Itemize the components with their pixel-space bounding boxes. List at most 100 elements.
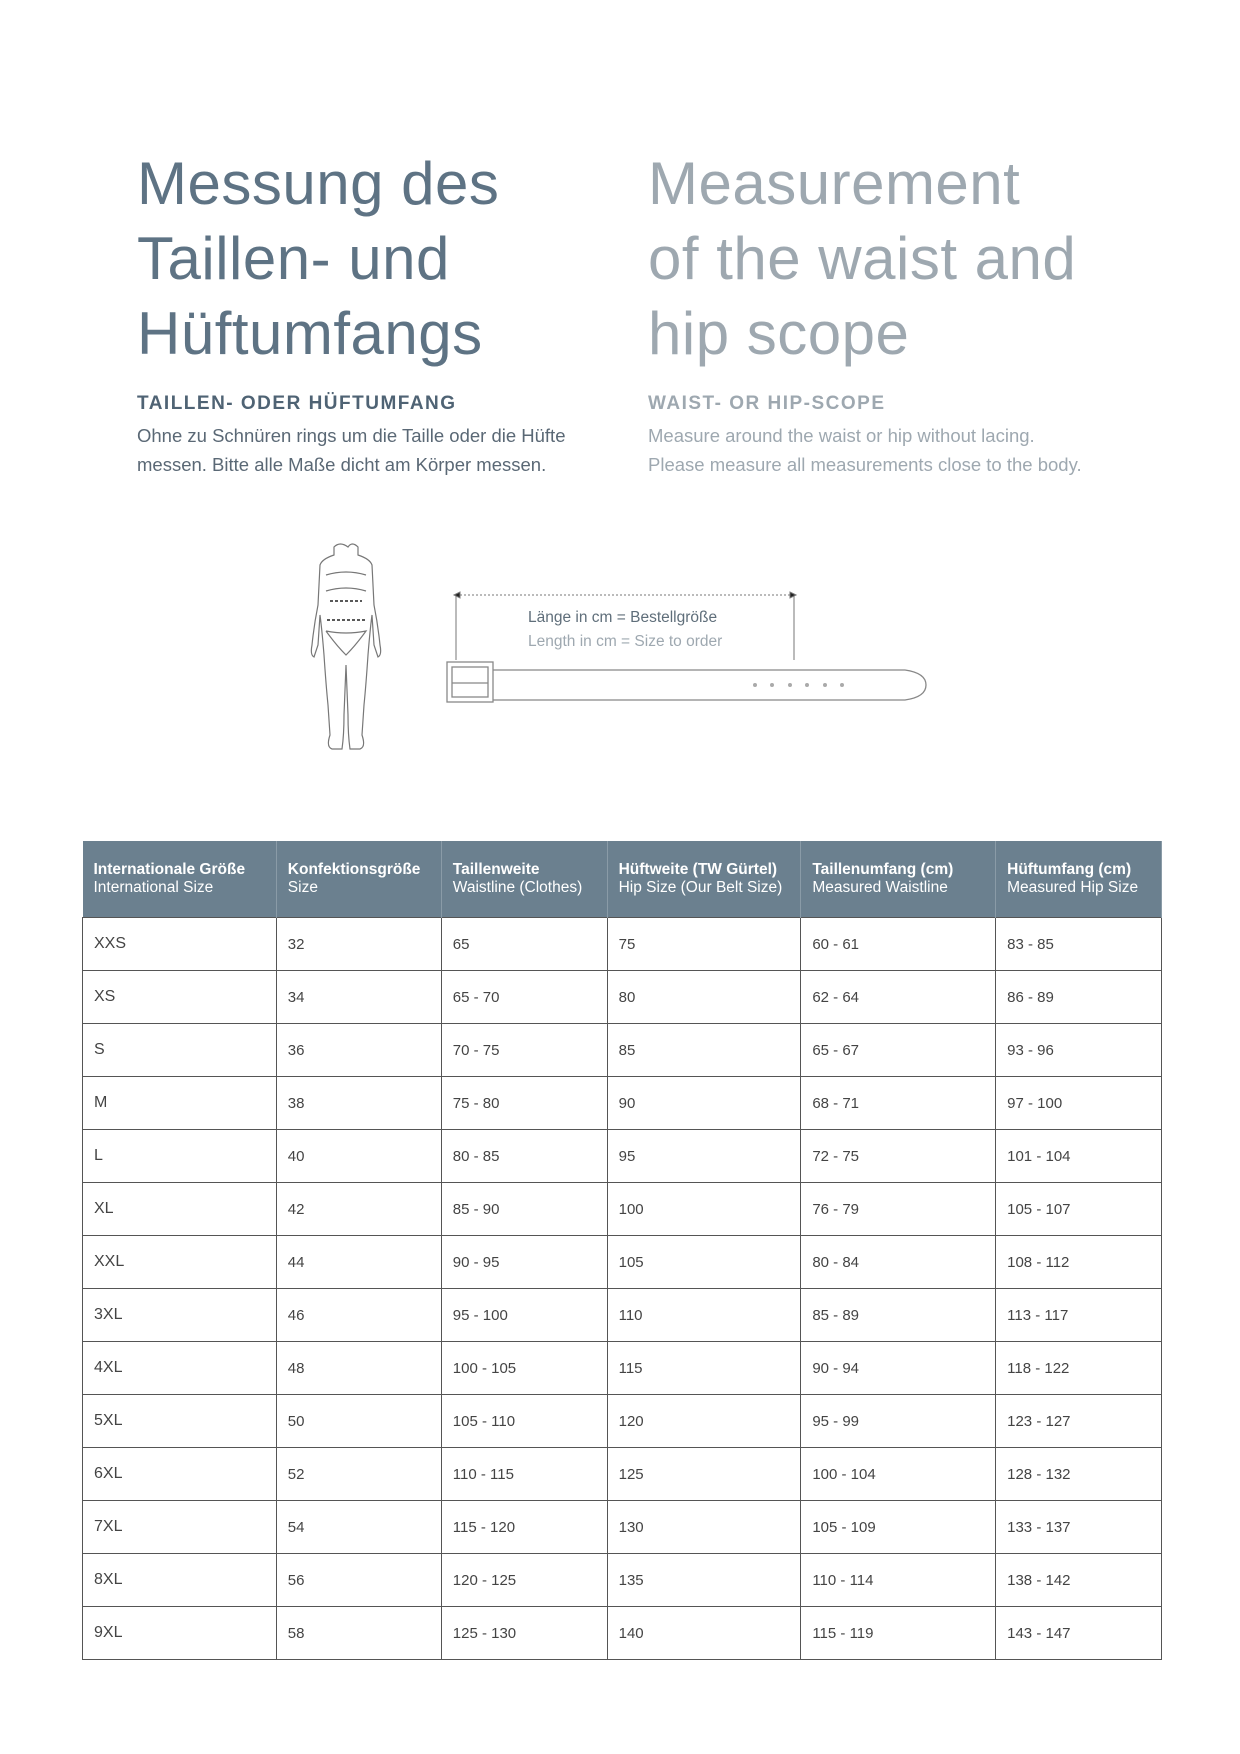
table-cell: 58 bbox=[275, 1606, 442, 1660]
table-cell: XXS bbox=[82, 917, 277, 971]
table-cell: 56 bbox=[275, 1553, 442, 1607]
title-line: Messung des bbox=[137, 150, 500, 217]
title-line: of the waist and bbox=[648, 225, 1077, 292]
table-cell: 80 bbox=[606, 970, 802, 1024]
german-subheading: TAILLEN- ODER HÜFTUMFANG bbox=[137, 393, 457, 414]
header-en: Hip Size (Our Belt Size) bbox=[618, 879, 783, 896]
table-cell: 133 - 137 bbox=[995, 1500, 1162, 1554]
table-cell: 113 - 117 bbox=[995, 1288, 1162, 1342]
table-cell: 7XL bbox=[82, 1500, 277, 1554]
table-cell: 118 - 122 bbox=[995, 1341, 1162, 1395]
table-cell: M bbox=[82, 1076, 277, 1130]
body-figure-icon bbox=[310, 543, 382, 750]
table-cell: 85 - 89 bbox=[800, 1288, 997, 1342]
header-de: Taillenweite bbox=[452, 861, 540, 878]
table-cell: 62 - 64 bbox=[800, 970, 997, 1024]
table-row: 9XL 58 125 - 130 140 115 - 119 143 - 147 bbox=[82, 1606, 1162, 1660]
title-line: Measurement bbox=[648, 150, 1021, 217]
table-row: S 36 70 - 75 85 65 - 67 93 - 96 bbox=[82, 1023, 1162, 1077]
title-line: hip scope bbox=[648, 300, 910, 367]
table-cell: 143 - 147 bbox=[995, 1606, 1162, 1660]
table-cell: 60 - 61 bbox=[800, 917, 997, 971]
table-row: 3XL 46 95 - 100 110 85 - 89 113 - 117 bbox=[82, 1288, 1162, 1342]
table-cell: 110 - 114 bbox=[800, 1553, 997, 1607]
table-cell: 65 - 67 bbox=[800, 1023, 997, 1077]
table-cell: 50 bbox=[275, 1394, 442, 1448]
table-cell: 95 - 100 bbox=[440, 1288, 608, 1342]
table-cell: 68 - 71 bbox=[800, 1076, 997, 1130]
table-cell: 54 bbox=[275, 1500, 442, 1554]
table-cell: 105 bbox=[606, 1235, 802, 1289]
table-cell: 100 bbox=[606, 1182, 802, 1236]
english-subheading: WAIST- OR HIP-SCOPE bbox=[648, 393, 886, 414]
table-row: 6XL 52 110 - 115 125 100 - 104 128 - 132 bbox=[82, 1447, 1162, 1501]
header-de: Taillenumfang (cm) bbox=[812, 861, 954, 878]
table-cell: 36 bbox=[275, 1023, 442, 1077]
table-cell: 123 - 127 bbox=[995, 1394, 1162, 1448]
table-row: XS 34 65 - 70 80 62 - 64 86 - 89 bbox=[82, 970, 1162, 1024]
table-cell: XL bbox=[82, 1182, 277, 1236]
table-cell: 75 - 80 bbox=[440, 1076, 608, 1130]
table-cell: 110 - 115 bbox=[440, 1447, 608, 1501]
table-row: 5XL 50 105 - 110 120 95 - 99 123 - 127 bbox=[82, 1394, 1162, 1448]
table-cell: 32 bbox=[275, 917, 442, 971]
table-cell: 44 bbox=[275, 1235, 442, 1289]
table-cell: 100 - 104 bbox=[800, 1447, 997, 1501]
table-cell: 34 bbox=[275, 970, 442, 1024]
german-title: Messung des Taillen- und Hüftumfangs bbox=[137, 146, 637, 371]
length-label-de: Länge in cm = Bestellgröße bbox=[528, 609, 718, 626]
table-cell: 100 - 105 bbox=[440, 1341, 608, 1395]
table-cell: 115 - 120 bbox=[440, 1500, 608, 1554]
german-description: Ohne zu Schnüren rings um die Taille ode… bbox=[137, 421, 637, 479]
table-cell: XXL bbox=[82, 1235, 277, 1289]
column-header: Taillenumfang (cm) Measured Waistline bbox=[800, 841, 997, 918]
waist-hip-arrows-icon bbox=[327, 600, 366, 621]
table-cell: 97 - 100 bbox=[995, 1076, 1162, 1130]
header-en: International Size bbox=[93, 879, 214, 896]
table-cell: S bbox=[82, 1023, 277, 1077]
table-cell: 80 - 85 bbox=[440, 1129, 608, 1183]
table-cell: 105 - 110 bbox=[440, 1394, 608, 1448]
table-cell: 105 - 107 bbox=[995, 1182, 1162, 1236]
table-cell: 95 bbox=[606, 1129, 802, 1183]
table-cell: 125 - 130 bbox=[440, 1606, 608, 1660]
table-row: XL 42 85 - 90 100 76 - 79 105 - 107 bbox=[82, 1182, 1162, 1236]
table-cell: 105 - 109 bbox=[800, 1500, 997, 1554]
table-row: XXL 44 90 - 95 105 80 - 84 108 - 112 bbox=[82, 1235, 1162, 1289]
table-cell: 76 - 79 bbox=[800, 1182, 997, 1236]
length-label-en: Length in cm = Size to order bbox=[528, 633, 723, 650]
table-row: 4XL 48 100 - 105 115 90 - 94 118 - 122 bbox=[82, 1341, 1162, 1395]
table-cell: 38 bbox=[275, 1076, 442, 1130]
table-cell: 101 - 104 bbox=[995, 1129, 1162, 1183]
table-cell: 85 bbox=[606, 1023, 802, 1077]
header-en: Size bbox=[287, 879, 318, 896]
table-cell: 85 - 90 bbox=[440, 1182, 608, 1236]
table-cell: 52 bbox=[275, 1447, 442, 1501]
title-line: Taillen- und bbox=[137, 225, 450, 292]
desc-line: Measure around the waist or hip without … bbox=[648, 425, 1035, 446]
table-row: L 40 80 - 85 95 72 - 75 101 - 104 bbox=[82, 1129, 1162, 1183]
header-en: Waistline (Clothes) bbox=[452, 879, 583, 896]
table-cell: 86 - 89 bbox=[995, 970, 1162, 1024]
table-cell: 90 bbox=[606, 1076, 802, 1130]
column-header: Hüftweite (TW Gürtel) Hip Size (Our Belt … bbox=[607, 841, 802, 918]
table-cell: 72 - 75 bbox=[800, 1129, 997, 1183]
table-cell: 5XL bbox=[82, 1394, 277, 1448]
table-cell: 75 bbox=[606, 917, 802, 971]
table-cell: 4XL bbox=[82, 1341, 277, 1395]
table-cell: 135 bbox=[606, 1553, 802, 1607]
table-cell: 46 bbox=[275, 1288, 442, 1342]
english-section: Measurement of the waist and hip scope W… bbox=[648, 146, 1148, 479]
column-header: Konfektionsgröße Size bbox=[276, 841, 442, 918]
table-cell: 138 - 142 bbox=[995, 1553, 1162, 1607]
table-cell: 65 - 70 bbox=[440, 970, 608, 1024]
table-cell: 9XL bbox=[82, 1606, 277, 1660]
table-cell: 80 - 84 bbox=[800, 1235, 997, 1289]
english-title: Measurement of the waist and hip scope bbox=[648, 146, 1148, 371]
table-header-row: Internationale Größe International Size Ko… bbox=[82, 841, 1162, 918]
table-cell: 65 bbox=[440, 917, 608, 971]
table-cell: 40 bbox=[275, 1129, 442, 1183]
desc-line: Please measure all measurements close to… bbox=[648, 454, 1082, 475]
length-dimension-icon bbox=[452, 591, 798, 660]
table-row: 7XL 54 115 - 120 130 105 - 109 133 - 137 bbox=[82, 1500, 1162, 1554]
